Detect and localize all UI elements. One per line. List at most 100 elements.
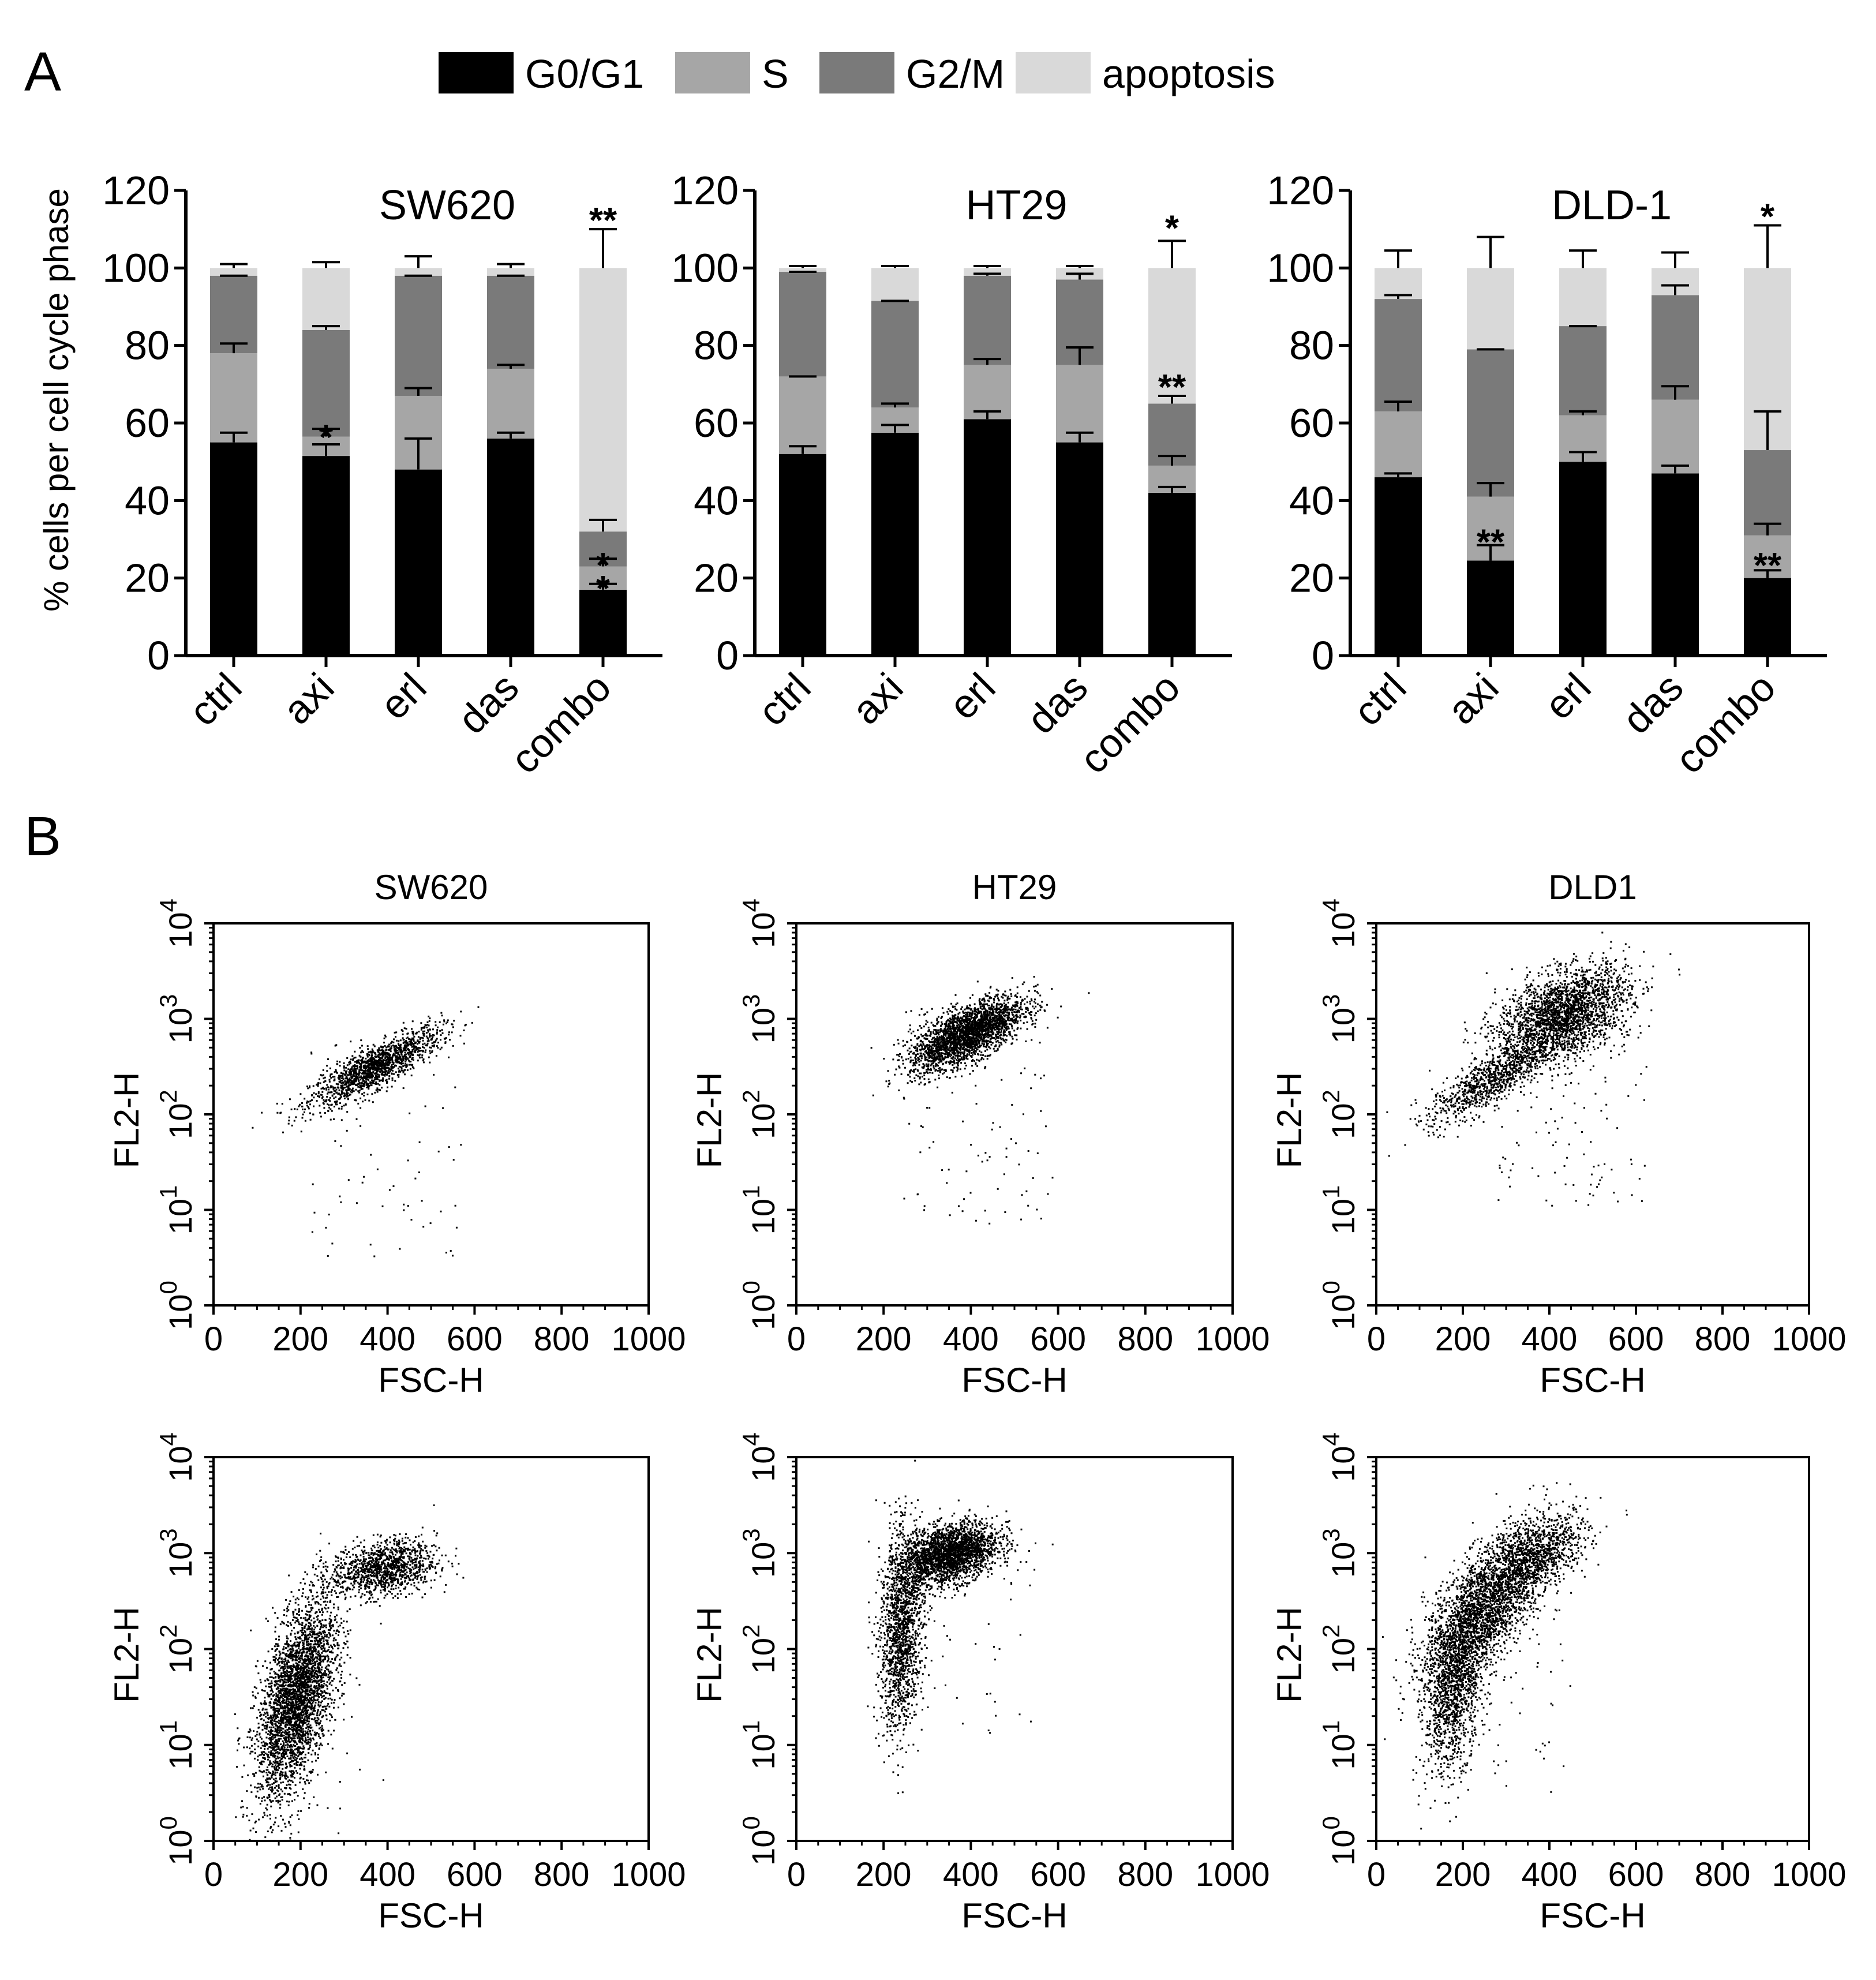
scatter-points [867,1459,1054,1794]
y-tick-label: 102 [155,1625,199,1674]
x-tick-label: 600 [1608,1320,1664,1358]
significance-marker: ** [1477,523,1505,563]
x-tick-label-combo: combo [1667,664,1784,782]
x-tick-label-combo: combo [502,664,620,782]
x-tick-label: 800 [1117,1856,1173,1893]
y-axis-label: FL2-H [1270,1072,1309,1169]
x-tick-label: 600 [447,1320,503,1358]
bar-segment-g0-g1-ctrl [1375,477,1422,656]
significance-marker: ** [1158,368,1186,407]
x-axis-label: FSC-H [1540,1896,1645,1935]
y-axis-label: FL2-H [690,1072,729,1169]
y-tick-label: 80 [694,323,739,368]
x-tick-label: 200 [1435,1856,1491,1893]
scatter-plot-b-sw620-combo: 0 200 400 600 800 1000 FSC-H 100 101 102 103 104 FL2… [107,1432,686,1935]
y-axis-label: FL2-H [690,1607,729,1703]
y-tick-label: 100 [671,245,739,290]
plot-frame [212,922,650,1307]
y-tick-label: 60 [694,401,739,446]
x-tick-label-erl: erl [940,664,1003,728]
chart-title: HT29 [965,182,1067,229]
y-tick-label: 0 [147,633,170,678]
x-tick-label-ctrl: ctrl [180,664,250,734]
y-tick-label: 40 [694,478,739,523]
bar-segment-g0-g1-das [487,438,534,656]
y-tick-label: 20 [125,556,170,601]
legend-label-g0-g1: G0/G1 [525,51,644,96]
y-tick-label: 103 [737,1528,781,1578]
y-axis-label: % cells per cell cycle phase [37,188,76,612]
scatter-plot-b-dld1-combo: 0 200 400 600 800 1000 FSC-H 100 101 102 103 104 FL2… [1270,1432,1847,1935]
y-tick-label: 103 [155,994,199,1044]
bar-segment-g0-g1-ctrl [210,442,257,656]
x-axis-label: FSC-H [961,1361,1067,1399]
scatter-title: DLD1 [1548,868,1637,907]
y-tick-label: 60 [125,401,170,446]
y-tick-label: 103 [155,1528,199,1578]
bar-segment-g2-m-combo [1744,450,1791,536]
bar-segment-g2-m-das [1652,295,1699,400]
x-tick-label: 200 [856,1856,912,1893]
y-tick-label: 104 [737,1432,781,1482]
bar-segment-g0-g1-ctrl [779,454,826,656]
y-tick-label: 100 [737,1816,781,1866]
scatter-points [234,1504,465,1842]
y-tick-label: 40 [125,478,170,523]
x-tick-label: 0 [1367,1320,1386,1358]
bar-segment-s-erl [964,365,1011,420]
y-tick-label: 20 [694,556,739,601]
x-tick-label: 800 [1117,1320,1173,1358]
bar-segment-g0-g1-combo [1744,578,1791,656]
y-tick-label: 101 [155,1720,199,1770]
bar-segment-g2-m-axi [871,301,919,408]
significance-marker: * [1761,197,1775,237]
bar-segment-g2-m-ctrl [210,275,257,354]
x-tick-label: 1000 [1772,1856,1846,1893]
scatter-title: SW620 [375,868,488,907]
plot-frame [795,1456,1234,1842]
legend-swatch-g0-g1 [439,52,514,93]
bar-segment-s-das [487,368,534,439]
bar-segment-apoptosis-das [487,268,534,276]
y-tick-label: 40 [1289,478,1334,523]
x-tick-label: 600 [1608,1856,1664,1893]
y-tick-label: 104 [155,899,199,948]
panel-label-b: B [24,806,62,867]
x-tick-label: 0 [787,1320,806,1358]
y-tick-label: 103 [1317,1528,1361,1578]
x-tick-label: 0 [1367,1856,1386,1893]
significance-marker: ** [1754,546,1782,586]
x-tick-label-das: das [450,664,527,742]
bar-segment-g0-g1-combo [1148,492,1196,656]
bar-segment-apoptosis-erl [1559,268,1607,327]
chart-title: DLD-1 [1552,182,1672,229]
bar-segment-g0-g1-axi [871,432,919,656]
x-tick-label: 400 [360,1320,415,1358]
y-tick-label: 102 [1317,1090,1361,1139]
y-tick-label: 20 [1289,556,1334,601]
significance-marker: * [319,418,334,458]
x-tick-label: 1000 [611,1320,686,1358]
significance-marker: * [1165,208,1179,248]
x-tick-label: 1000 [1195,1856,1270,1893]
legend: G0/G1 S G2/M apoptosis [439,51,1275,96]
bar-segment-g2-m-axi [302,330,350,437]
y-tick-label: 101 [737,1720,781,1770]
bar-segment-g2-m-axi [1467,349,1514,497]
bar-segment-g0-g1-das [1056,442,1103,656]
scatter-plot-b-ht29-combo: 0 200 400 600 800 1000 FSC-H 100 101 102 103 104 FL2… [690,1432,1270,1935]
legend-label-s: S [762,51,789,96]
x-tick-label-ctrl: ctrl [749,664,819,734]
y-tick-label: 120 [1267,168,1334,213]
bar-segment-g0-g1-erl [964,419,1011,656]
bar-segment-apoptosis-ctrl [779,268,826,272]
scatter-points [870,976,1090,1225]
y-tick-label: 100 [1317,1281,1361,1330]
x-tick-label: 1000 [1195,1320,1270,1358]
x-tick-label: 400 [360,1856,415,1893]
y-axis-label: FL2-H [107,1072,146,1169]
x-tick-label-erl: erl [1536,664,1599,728]
bar-segment-s-ctrl [210,353,257,443]
